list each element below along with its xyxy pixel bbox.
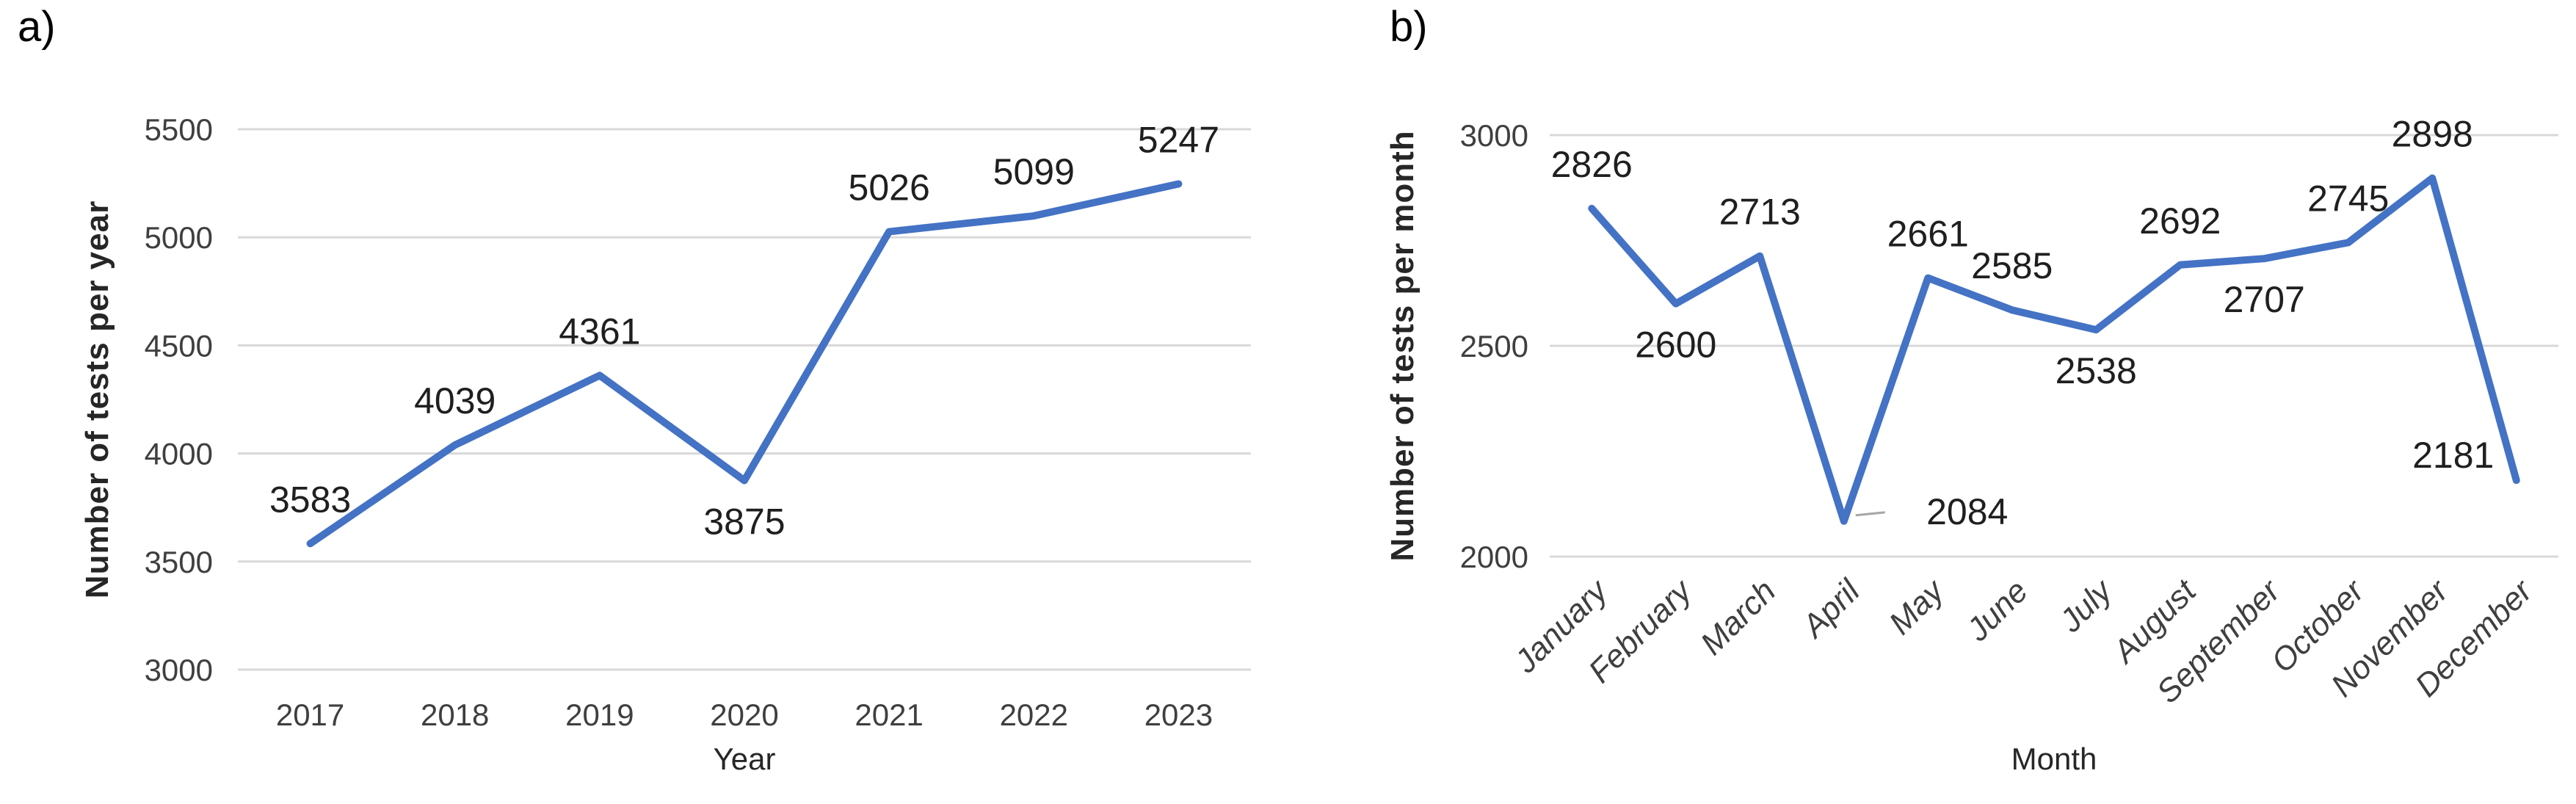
data-point-label: 2898	[2392, 114, 2473, 155]
data-point-label: 4361	[559, 311, 640, 352]
y-axis-tick-label: 5500	[145, 112, 213, 147]
y-axis-tick-label: 4500	[145, 328, 213, 363]
y-axis-title: Number of tests per year	[79, 200, 115, 598]
data-point-label: 2538	[2056, 350, 2137, 391]
x-axis-tick-label: 2017	[276, 698, 344, 732]
data-point-label: 2713	[1719, 192, 1801, 233]
y-axis-tick-label: 3000	[1460, 118, 1528, 153]
data-point-label: 2661	[1887, 214, 1969, 255]
x-axis-tick-label: June	[1959, 573, 2035, 648]
x-axis-tick-label: 2020	[710, 698, 778, 732]
data-point-label: 2585	[1971, 245, 2053, 286]
data-point-label: 2600	[1635, 325, 1716, 366]
data-point-label: 2181	[2412, 435, 2494, 476]
data-point-label: 2826	[1551, 144, 1633, 185]
data-point-label: 3583	[269, 479, 351, 520]
panel-label-b: b)	[1390, 3, 1428, 51]
x-axis-tick-label: 2021	[855, 698, 923, 732]
x-axis-tick-label: 2022	[1000, 698, 1068, 732]
data-point-label: 2692	[2139, 200, 2221, 242]
data-point-label: 5026	[849, 167, 930, 209]
data-point-label: 2707	[2224, 279, 2305, 320]
y-axis-tick-label: 5000	[145, 220, 213, 255]
x-axis-tick-label: April	[1794, 573, 1868, 646]
x-axis-tick-label: March	[1694, 573, 1782, 662]
x-axis-tick-label: 2019	[565, 698, 634, 732]
x-axis-tick-label: 2023	[1144, 698, 1213, 732]
y-axis-tick-label: 2000	[1460, 540, 1528, 574]
data-point-label: 5099	[993, 151, 1075, 192]
x-axis-tick-label: July	[2053, 571, 2121, 640]
y-axis-tick-label: 2500	[1460, 329, 1528, 363]
data-point-label: 3875	[703, 501, 785, 542]
y-axis-tick-label: 3000	[145, 653, 213, 687]
series-line-tests-per-year	[306, 180, 1183, 548]
x-axis-title: Year	[714, 742, 776, 776]
x-axis-tick-label: 2018	[421, 698, 489, 732]
x-axis-title: Month	[2011, 742, 2097, 776]
data-point-label: 2745	[2307, 178, 2389, 219]
data-point-label: 2084	[1926, 491, 2008, 532]
data-point-label: 5247	[1138, 119, 1219, 160]
panel-label-a: a)	[18, 3, 56, 51]
y-axis-tick-label: 4000	[145, 437, 213, 471]
series-line-tests-per-month	[1588, 174, 2520, 525]
x-axis-tick-label: May	[1882, 571, 1953, 642]
data-point-label: 4039	[414, 380, 496, 421]
data-label-leader-line	[1855, 511, 1885, 517]
y-axis-title: Number of tests per month	[1385, 130, 1421, 561]
y-axis-tick-label: 3500	[145, 545, 213, 579]
